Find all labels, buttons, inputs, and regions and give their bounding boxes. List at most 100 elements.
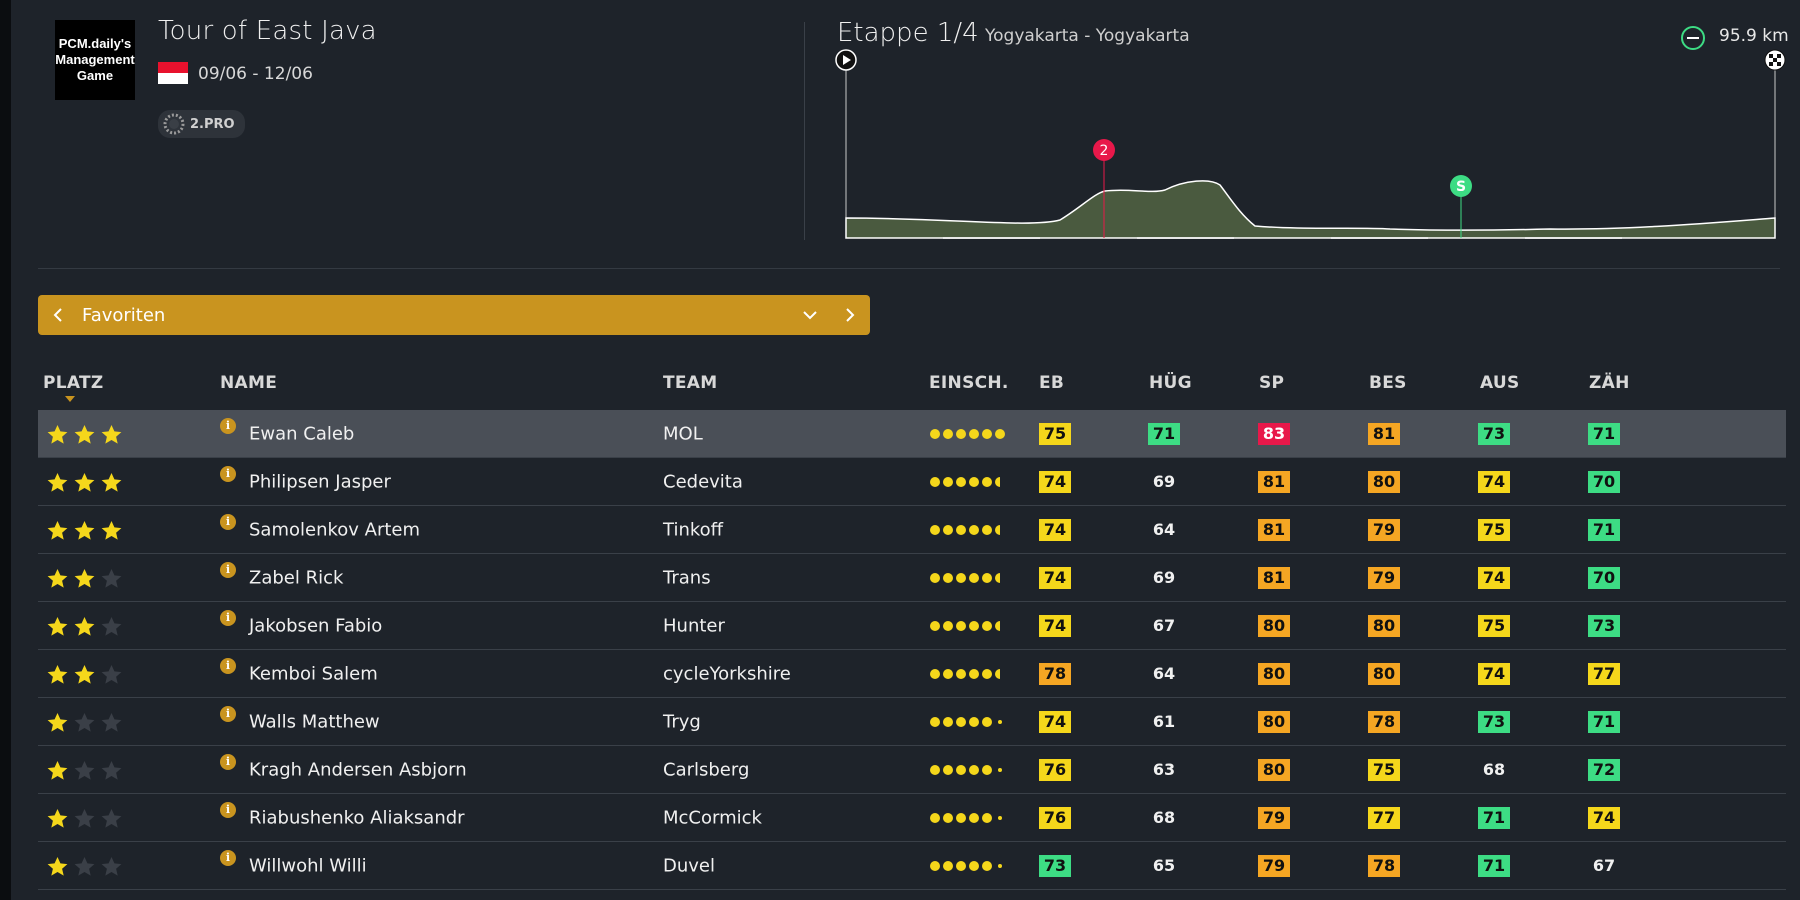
climb-marker-icon[interactable] <box>1093 139 1115 161</box>
estimation-dots <box>930 860 1002 871</box>
star-filled-icon <box>74 520 95 540</box>
rider-info-icon[interactable]: i <box>220 609 236 626</box>
stat-eb: 76 <box>1039 758 1071 781</box>
rating-dot <box>956 812 966 823</box>
rider-row[interactable]: i Walls Matthew Tryg 74 61 80 78 73 71 <box>38 698 1786 746</box>
stat-hug: 64 <box>1152 520 1176 539</box>
star-filled-icon <box>47 760 68 780</box>
star-filled-icon <box>47 568 68 588</box>
column-header-name[interactable]: NAME <box>220 373 278 393</box>
column-header-einsch[interactable]: EINSCH. <box>929 373 1009 393</box>
stat-eb: 74 <box>1039 566 1071 589</box>
rider-row[interactable]: i Willwohl Willi Duvel 73 65 79 78 71 67 <box>38 842 1786 890</box>
favorite-stars <box>45 424 124 444</box>
next-filter-button[interactable] <box>830 295 870 335</box>
column-header-team[interactable]: TEAM <box>663 373 718 393</box>
rider-row[interactable]: i Philipsen Jasper Cedevita 74 69 81 80 74 70 <box>38 458 1786 506</box>
estimation-dots <box>930 476 1000 487</box>
rider-team: Hunter <box>663 615 725 636</box>
estimation-dots <box>930 812 1002 823</box>
stat-sp: 81 <box>1258 470 1290 493</box>
rider-name[interactable]: Willwohl Willi <box>249 855 367 876</box>
stat-hug: 68 <box>1152 808 1176 827</box>
stat-sp: 81 <box>1258 566 1290 589</box>
column-header-eb[interactable]: EB <box>1039 373 1065 393</box>
column-header-sp[interactable]: SP <box>1259 373 1285 393</box>
filter-dropdown-button[interactable] <box>790 295 830 335</box>
rider-row[interactable]: i Kemboi Salem cycleYorkshire 78 64 80 80 74 77 <box>38 650 1786 698</box>
sprint-marker-icon[interactable] <box>1450 175 1472 197</box>
stat-eb: 74 <box>1039 518 1071 541</box>
rider-name[interactable]: Samolenkov Artem <box>249 519 421 540</box>
stat-aus: 75 <box>1478 518 1510 541</box>
stat-bes: 78 <box>1368 710 1400 733</box>
rating-dot <box>943 668 953 679</box>
stat-zah: 71 <box>1588 518 1620 541</box>
column-header-aus[interactable]: AUS <box>1480 373 1520 393</box>
rating-dot <box>969 524 979 535</box>
rider-name[interactable]: Kragh Andersen Asbjorn <box>249 759 467 780</box>
rating-dot <box>969 860 979 871</box>
stat-eb: 74 <box>1039 470 1071 493</box>
rating-dot <box>930 620 940 631</box>
rider-filter-selector[interactable]: Favoriten <box>38 295 870 335</box>
estimation-dots <box>930 572 1000 583</box>
rider-info-icon[interactable]: i <box>220 753 236 770</box>
rider-info-icon[interactable]: i <box>220 561 236 578</box>
stat-hug: 64 <box>1152 664 1176 683</box>
rider-name[interactable]: Zabel Rick <box>249 567 344 588</box>
rider-row[interactable]: i Ewan Caleb MOL 75 71 83 81 73 71 <box>38 410 1786 458</box>
rider-team: McCormick <box>663 807 762 828</box>
rider-info-icon[interactable]: i <box>220 705 236 722</box>
rider-team: Tinkoff <box>663 519 724 540</box>
star-empty-icon <box>101 760 122 780</box>
chevron-left-icon <box>53 308 62 322</box>
rider-info-icon[interactable]: i <box>220 801 236 818</box>
rider-info-icon[interactable]: i <box>220 849 236 866</box>
column-header-platz[interactable]: PLATZ <box>43 373 104 393</box>
stat-zah: 73 <box>1588 614 1620 637</box>
stat-bes: 79 <box>1368 566 1400 589</box>
stat-bes: 80 <box>1368 662 1400 685</box>
rider-row[interactable]: i Zabel Rick Trans 74 69 81 79 74 70 <box>38 554 1786 602</box>
star-filled-icon <box>101 520 122 540</box>
rating-empty-dot <box>998 767 1002 772</box>
rider-name[interactable]: Riabushenko Aliaksandr <box>249 807 465 828</box>
rider-row[interactable]: i Samolenkov Artem Tinkoff 74 64 81 79 75 71 <box>38 506 1786 554</box>
favorite-stars <box>45 664 124 684</box>
finish-flag-icon <box>1764 49 1786 71</box>
stat-aus: 71 <box>1478 854 1510 877</box>
rider-info-icon[interactable]: i <box>220 657 236 674</box>
flat-stage-icon <box>1681 26 1705 50</box>
stat-aus: 74 <box>1478 566 1510 589</box>
rider-row[interactable]: i Riabushenko Aliaksandr McCormick 76 68 79 77… <box>38 794 1786 842</box>
rating-empty-dot <box>998 719 1002 724</box>
rating-dot <box>982 524 992 535</box>
column-header-hug[interactable]: HÜG <box>1149 373 1192 393</box>
stat-sp: 80 <box>1258 710 1290 733</box>
rider-row[interactable]: i Jakobsen Fabio Hunter 74 67 80 80 75 73 <box>38 602 1786 650</box>
rider-info-icon[interactable]: i <box>220 465 236 482</box>
rider-name[interactable]: Ewan Caleb <box>249 423 355 444</box>
stage-profile-chart[interactable]: 2 S <box>830 48 1790 244</box>
rider-name[interactable]: Philipsen Jasper <box>249 471 391 492</box>
estimation-dots <box>930 764 1002 775</box>
stat-zah: 71 <box>1588 422 1620 445</box>
rider-name[interactable]: Kemboi Salem <box>249 663 378 684</box>
column-header-zah[interactable]: ZÄH <box>1589 373 1630 393</box>
rider-name[interactable]: Walls Matthew <box>249 711 380 732</box>
rider-name[interactable]: Jakobsen Fabio <box>249 615 383 636</box>
rider-team: Carlsberg <box>663 759 750 780</box>
rider-info-icon[interactable]: i <box>220 417 236 434</box>
star-filled-icon <box>74 568 95 588</box>
prev-filter-button[interactable] <box>38 295 78 335</box>
stage-title: Etappe 1/4 <box>837 18 979 48</box>
favorite-stars <box>45 568 124 588</box>
rating-dot <box>930 764 940 775</box>
rider-row[interactable]: i Kragh Andersen Asbjorn Carlsberg 76 63 80 75… <box>38 746 1786 794</box>
column-header-bes[interactable]: BES <box>1369 373 1407 393</box>
rating-dot <box>969 812 979 823</box>
rider-info-icon[interactable]: i <box>220 513 236 530</box>
stat-aus: 74 <box>1478 662 1510 685</box>
rating-dot <box>930 524 940 535</box>
